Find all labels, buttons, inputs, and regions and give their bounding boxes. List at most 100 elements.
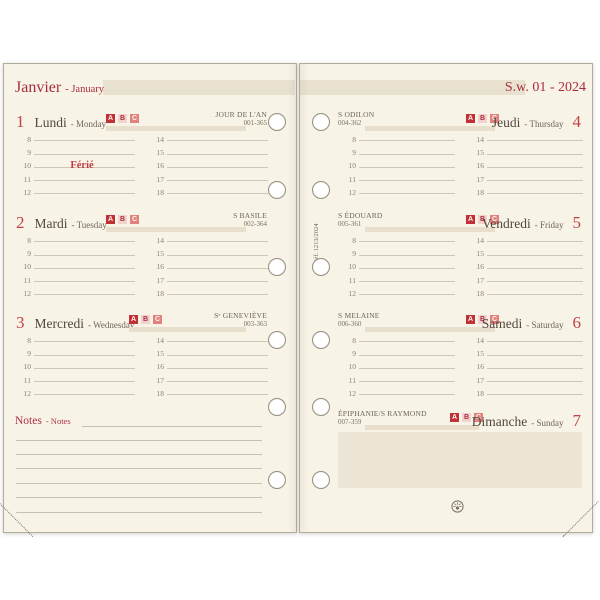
time-slot: 8 [16, 232, 135, 245]
hour-line [487, 254, 583, 256]
hour-slots: 8 9 10 11 12 14 15 16 17 18 [16, 332, 268, 398]
hour-line [487, 381, 583, 383]
time-slot: 16 [469, 158, 583, 171]
abc-priority-labels: A B C [466, 114, 499, 123]
day-block-sunday: ÉPIPHANIE/S RAYMOND 007-359 A B C Dimanc… [300, 408, 592, 528]
time-slot: 11 [16, 171, 135, 184]
public-holiday-label: Férié [70, 160, 94, 171]
time-slot: 11 [16, 372, 135, 385]
notes-heading: Notes - Notes [15, 415, 71, 427]
time-slot: 9 [341, 345, 455, 358]
binder-hole [312, 331, 330, 349]
month-name-fr: Janvier [15, 79, 62, 96]
abc-priority-labels: A B C [466, 315, 499, 324]
day-name: Lundi - Monday [34, 115, 107, 130]
hour-label: 8 [27, 235, 31, 245]
morning-column: 8 9 10 11 12 [16, 131, 135, 197]
hour-slots: 8 9 10 11 12 14 15 16 17 18 [341, 131, 583, 197]
time-slot: 16 [149, 158, 268, 171]
time-slot: 8 [341, 131, 455, 144]
day-name: Dimanche - Sunday [471, 414, 564, 429]
time-slot: 8 [16, 131, 135, 144]
hour-line [487, 153, 583, 155]
binder-hole [268, 113, 286, 131]
hour-line [359, 281, 455, 283]
day-block-friday: S ÉDOUARD 005-361 A B C Vendredi - Frida… [300, 210, 592, 308]
day-heading: 3 Mercredi - Wednesday [16, 313, 134, 333]
day-number: 6 [572, 313, 582, 332]
abc-priority-labels: A B C [106, 114, 139, 123]
day-number: 7 [572, 411, 582, 430]
saint-of-day: S BASILE 002-364 [233, 211, 267, 229]
hour-label: 18 [156, 288, 165, 298]
saint-of-day: Sᵉ GENEVIÈVE 003-363 [214, 311, 267, 329]
time-slot: 14 [149, 232, 268, 245]
time-slot: 12 [16, 184, 135, 197]
time-slot: 10 [341, 259, 455, 272]
afternoon-column: 14 15 16 17 18 [149, 332, 268, 398]
hour-line [34, 180, 135, 182]
hour-label: 10 [23, 362, 32, 372]
hour-label: 9 [352, 249, 356, 259]
abc-label-b: B [141, 315, 150, 324]
abc-label-c: C [130, 114, 139, 123]
time-slot: 12 [16, 385, 135, 398]
time-slot: 18 [149, 385, 268, 398]
time-slot: 14 [469, 232, 583, 245]
hour-line [487, 193, 583, 195]
hour-label: 12 [348, 288, 357, 298]
hour-line [34, 281, 135, 283]
afternoon-column: 14 15 16 17 18 [149, 232, 268, 298]
time-slot: 8 [341, 332, 455, 345]
notes-line [16, 454, 262, 455]
hour-line [167, 180, 268, 182]
day-name: Jeudi - Thursday [491, 115, 564, 130]
afternoon-column: 14 15 16 17 18 [469, 131, 583, 197]
hour-line [167, 153, 268, 155]
title-underline-bar [365, 126, 495, 131]
morning-column: 8 9 10 11 12 [341, 131, 455, 197]
hour-line [487, 166, 583, 168]
time-slot: 15 [469, 245, 583, 258]
hour-slots: 8 9 10 11 12 14 15 16 17 18 [16, 131, 268, 197]
hour-line [167, 140, 268, 142]
hour-label: 12 [23, 187, 32, 197]
abc-label-c: C [490, 114, 499, 123]
time-slot: 14 [469, 332, 583, 345]
hour-line [359, 241, 455, 243]
day-number: 5 [572, 213, 582, 232]
hour-label: 17 [476, 174, 485, 184]
hour-label: 8 [27, 134, 31, 144]
hour-label: 8 [27, 335, 31, 345]
abc-label-a: A [106, 114, 115, 123]
hour-line [167, 381, 268, 383]
time-slot: 8 [16, 332, 135, 345]
abc-label-b: B [478, 315, 487, 324]
time-slot: 18 [149, 184, 268, 197]
time-slot: 18 [149, 285, 268, 298]
hour-label: 10 [348, 362, 357, 372]
notes-line [82, 426, 262, 427]
notes-line [16, 497, 262, 498]
binder-hole [268, 398, 286, 416]
hour-label: 18 [156, 388, 165, 398]
abc-label-b: B [478, 114, 487, 123]
hour-label: 16 [476, 161, 485, 171]
hour-label: 11 [348, 375, 356, 385]
hour-label: 18 [476, 388, 485, 398]
time-slot: 10 [341, 158, 455, 171]
time-slot: 12 [341, 285, 455, 298]
hour-label: 16 [156, 161, 165, 171]
time-slot: 17 [149, 372, 268, 385]
afternoon-column: 14 15 16 17 18 [149, 131, 268, 197]
hour-line [34, 294, 135, 296]
day-of-year-count: 004-362 [338, 119, 362, 128]
day-name: Mercredi - Wednesday [34, 316, 135, 331]
time-slot: 9 [16, 245, 135, 258]
abc-label-a: A [129, 315, 138, 324]
afternoon-column: 14 15 16 17 18 [469, 232, 583, 298]
day-number: 1 [16, 112, 25, 131]
morning-column: 8 9 10 11 12 [341, 332, 455, 398]
abc-priority-labels: A B C [466, 215, 499, 224]
